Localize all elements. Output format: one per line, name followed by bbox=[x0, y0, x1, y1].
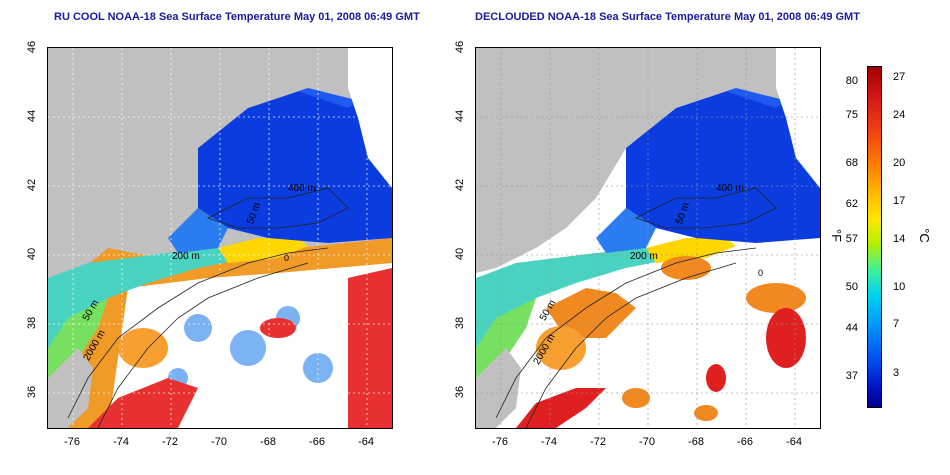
colorbar-fahrenheit-tick: 68 bbox=[845, 157, 858, 169]
left-contour-label-0: 0 bbox=[284, 253, 290, 263]
left-sst-map bbox=[47, 47, 393, 429]
left-x-tick: -74 bbox=[113, 436, 129, 448]
right-x-tick: -74 bbox=[541, 436, 557, 448]
right-contour-label-400m: 400 m bbox=[716, 183, 744, 194]
left-x-tick: -76 bbox=[64, 436, 80, 448]
left-y-tick: 42 bbox=[26, 178, 38, 192]
colorbar-fahrenheit-tick: 37 bbox=[845, 370, 858, 382]
colorbar-celsius-tick: 14 bbox=[893, 233, 906, 245]
left-contour-label-200m: 200 m bbox=[172, 251, 200, 262]
colorbar-fahrenheit-tick: 57 bbox=[845, 233, 858, 245]
temperature-colorbar bbox=[867, 66, 882, 408]
colorbar-fahrenheit-tick: 75 bbox=[845, 109, 858, 121]
colorbar-celsius-tick: 24 bbox=[893, 109, 906, 121]
left-x-tick: -70 bbox=[211, 436, 227, 448]
right-x-tick: -64 bbox=[786, 436, 802, 448]
colorbar-fahrenheit-tick: 50 bbox=[845, 281, 858, 293]
left-x-tick: -64 bbox=[358, 436, 374, 448]
colorbar-fahrenheit-tick: 80 bbox=[845, 75, 858, 87]
right-y-tick: 36 bbox=[454, 385, 466, 399]
colorbar-fahrenheit-unit: °F bbox=[829, 228, 845, 243]
right-contour-label-0: 0 bbox=[758, 268, 764, 278]
right-sst-map bbox=[475, 47, 821, 429]
left-map-title: RU COOL NOAA-18 Sea Surface Temperature … bbox=[54, 11, 420, 23]
right-x-tick: -66 bbox=[737, 436, 753, 448]
left-x-tick: -66 bbox=[309, 436, 325, 448]
left-x-tick: -72 bbox=[162, 436, 178, 448]
right-x-tick: -76 bbox=[492, 436, 508, 448]
colorbar-celsius-tick: 7 bbox=[893, 318, 900, 330]
right-y-tick: 46 bbox=[454, 40, 466, 54]
right-y-tick: 38 bbox=[454, 316, 466, 330]
right-x-tick: -68 bbox=[688, 436, 704, 448]
colorbar-celsius-tick: 20 bbox=[893, 157, 906, 169]
right-y-tick: 40 bbox=[454, 247, 466, 261]
right-sst-map-image bbox=[476, 48, 820, 428]
left-y-tick: 44 bbox=[26, 109, 38, 123]
left-sst-map-image bbox=[48, 48, 392, 428]
colorbar-celsius-tick: 17 bbox=[893, 195, 906, 207]
right-y-tick: 44 bbox=[454, 109, 466, 123]
left-y-tick: 46 bbox=[26, 40, 38, 54]
colorbar-celsius-unit: °C bbox=[916, 228, 932, 243]
right-map-title: DECLOUDED NOAA-18 Sea Surface Temperatur… bbox=[475, 11, 860, 23]
colorbar-celsius-tick: 27 bbox=[893, 71, 906, 83]
right-y-tick: 42 bbox=[454, 178, 466, 192]
left-x-tick: -68 bbox=[260, 436, 276, 448]
right-contour-label-200m: 200 m bbox=[630, 251, 658, 262]
left-y-tick: 36 bbox=[26, 385, 38, 399]
colorbar-celsius-tick: 3 bbox=[893, 367, 900, 379]
left-y-tick: 38 bbox=[26, 316, 38, 330]
left-contour-label-400m: 400 m bbox=[288, 183, 316, 194]
right-x-tick: -70 bbox=[639, 436, 655, 448]
colorbar-fahrenheit-tick: 62 bbox=[845, 198, 858, 210]
colorbar-fahrenheit-tick: 44 bbox=[845, 322, 858, 334]
left-y-tick: 40 bbox=[26, 247, 38, 261]
right-x-tick: -72 bbox=[590, 436, 606, 448]
colorbar-celsius-tick: 10 bbox=[893, 281, 906, 293]
